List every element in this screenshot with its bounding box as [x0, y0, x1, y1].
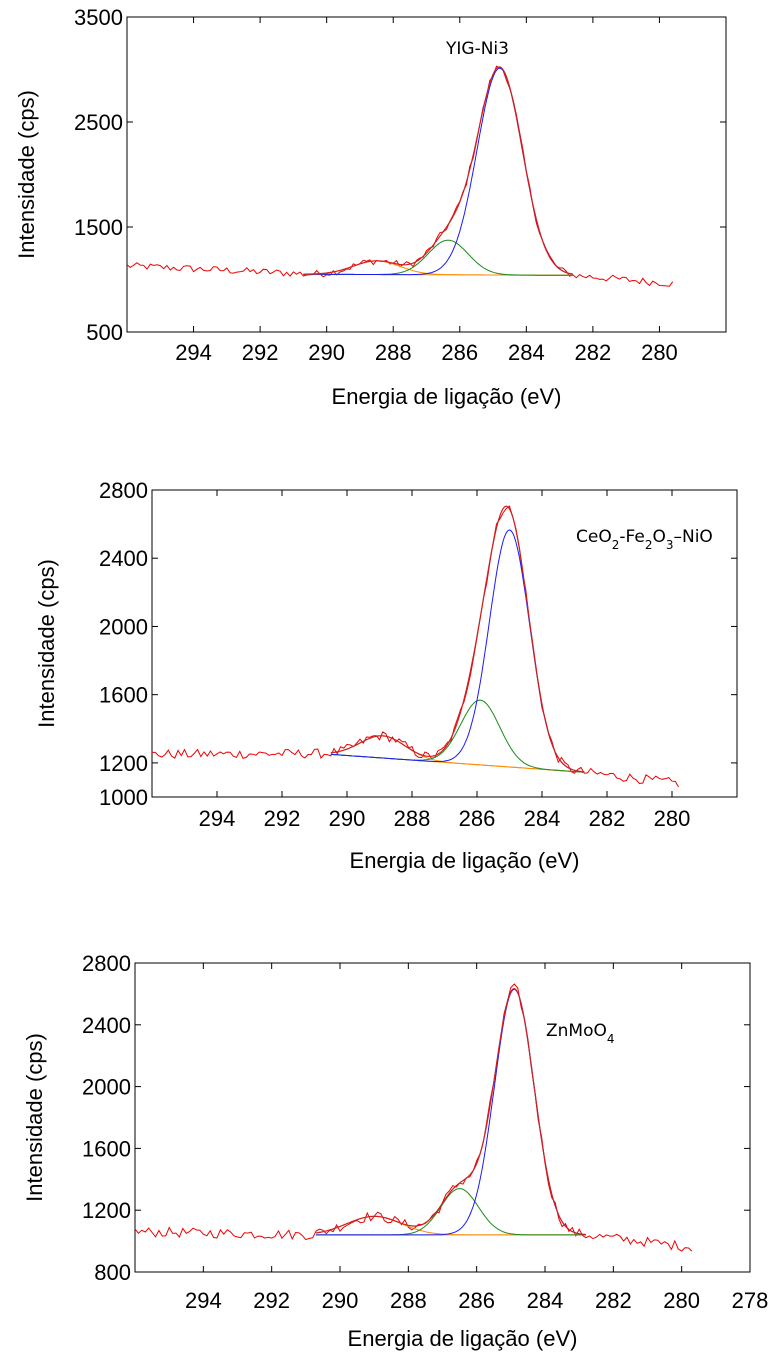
x-tick-label: 286 [441, 340, 478, 365]
y-tick-label: 1500 [74, 215, 123, 240]
x-tick-label: 282 [595, 1288, 632, 1313]
peak-c-o-line [330, 699, 585, 773]
x-tick-label: 280 [663, 1288, 700, 1313]
x-axis-title: Energia de ligação (eV) [332, 384, 562, 409]
peak-o-c-o-line [316, 1215, 586, 1236]
x-tick-label: 294 [199, 806, 236, 831]
fit-envelope-line [303, 66, 574, 275]
x-tick-label: 292 [253, 1288, 290, 1313]
xps-panel-2: 294 292 290 288 286 284 282 280 1000 1200 1600 2000… [34, 478, 738, 873]
x-tick-label: 280 [654, 806, 691, 831]
sample-label: ZnMoO4 [546, 1021, 615, 1046]
x-tick-label: 284 [508, 340, 545, 365]
x-tick-label: 288 [394, 806, 431, 831]
x-tick-label: 284 [527, 1288, 564, 1313]
x-tick-label: 290 [322, 1288, 359, 1313]
y-axis-title: Intensidade (cps) [22, 1033, 47, 1202]
xps-panel-1: 294 292 290 288 286 284 282 280 500 1500 2500 3500 E… [14, 5, 727, 409]
x-axis-title: Energia de ligação (eV) [350, 848, 580, 873]
y-tick-label: 2400 [99, 546, 148, 571]
y-tick-label: 2000 [99, 614, 148, 639]
x-tick-label: 278 [732, 1288, 768, 1313]
sample-label: YIG-Ni3 [445, 39, 509, 59]
x-tick-label: 282 [589, 806, 626, 831]
x-tick-label: 292 [242, 340, 279, 365]
y-tick-label: 1200 [99, 751, 148, 776]
xps-panel-3: 294 292 290 288 286 284 282 280 278 800 1200 1600 20… [22, 951, 768, 1351]
peak-c-o-line [316, 1188, 586, 1236]
experimental-spectrum-line [126, 65, 674, 287]
y-tick-label: 1600 [99, 683, 148, 708]
experimental-spectrum-line [152, 505, 679, 788]
y-tick-label: 1000 [99, 785, 148, 810]
x-tick-label: 294 [175, 340, 212, 365]
x-tick-label: 286 [458, 1288, 495, 1313]
y-tick-label: 500 [86, 320, 123, 345]
x-tick-label: 288 [375, 340, 412, 365]
x-tick-label: 280 [641, 340, 678, 365]
y-tick-label: 1600 [82, 1136, 131, 1161]
x-tick-label: 286 [459, 806, 496, 831]
y-tick-label: 2500 [74, 110, 123, 135]
experimental-spectrum-line [134, 983, 693, 1252]
sample-label: CeO2-Fe2O3–NiO [576, 527, 713, 552]
x-tick-label: 294 [185, 1288, 222, 1313]
y-tick-label: 2000 [82, 1075, 131, 1100]
fit-envelope-line [330, 505, 585, 773]
x-tick-label: 288 [390, 1288, 427, 1313]
x-tick-label: 290 [308, 340, 345, 365]
plot-frame [126, 16, 727, 333]
x-tick-label: 290 [329, 806, 366, 831]
y-tick-label: 1200 [82, 1198, 131, 1223]
plot-frame [151, 489, 738, 798]
x-tick-label: 282 [575, 340, 612, 365]
y-axis-title: Intensidade (cps) [14, 90, 39, 259]
y-tick-label: 2800 [99, 478, 148, 503]
x-axis-title: Energia de ligação (eV) [348, 1326, 578, 1351]
y-axis-title: Intensidade (cps) [34, 559, 59, 728]
y-tick-label: 800 [94, 1260, 131, 1285]
plot-frame [134, 962, 751, 1273]
peak-o-c-o-line [303, 260, 573, 276]
y-tick-label: 3500 [74, 5, 123, 30]
peak-c-c-line [330, 529, 585, 773]
fit-envelope-line [315, 987, 587, 1236]
x-tick-label: 292 [264, 806, 301, 831]
x-tick-label: 284 [524, 806, 561, 831]
y-tick-label: 2800 [82, 951, 131, 976]
y-tick-label: 2400 [82, 1013, 131, 1038]
